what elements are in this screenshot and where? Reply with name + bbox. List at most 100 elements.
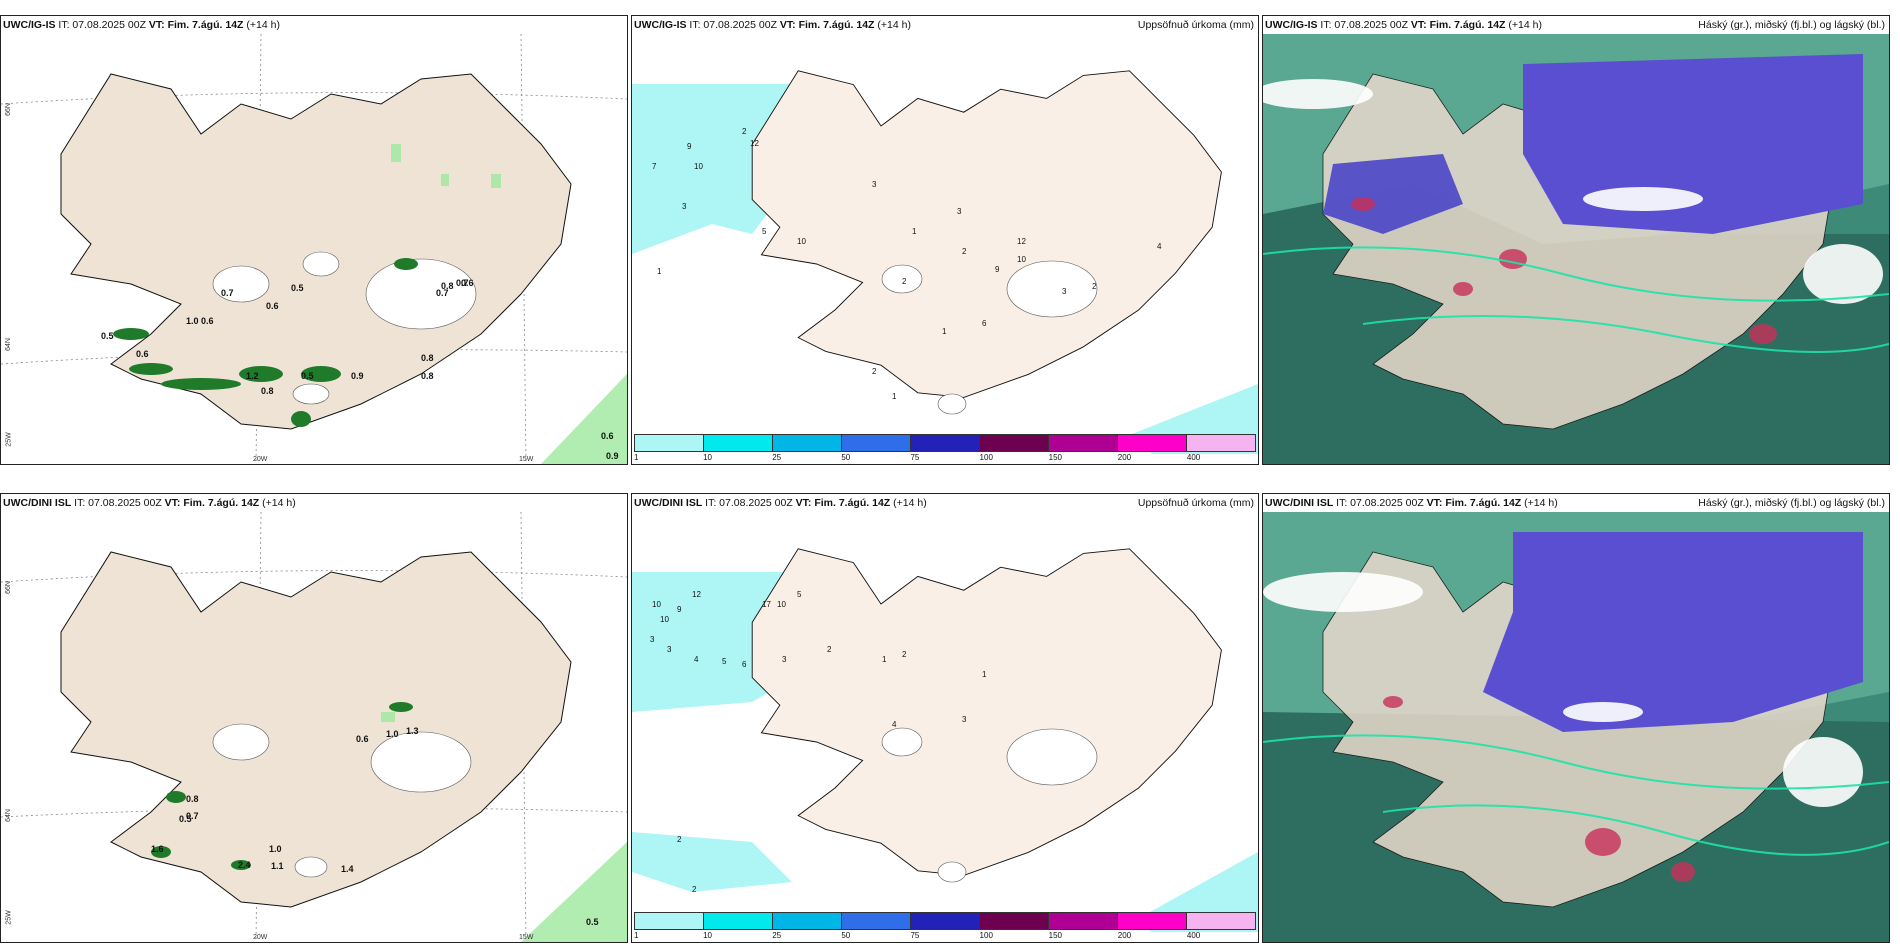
legend-swatch — [980, 435, 1049, 451]
wind-value-label: 0.9 — [606, 451, 619, 461]
wind-value-label: 1.2 — [246, 371, 259, 381]
panel-header: UWC/IG-IS IT: 07.08.2025 00Z VT: Fim. 7.… — [1265, 19, 1885, 33]
precip-value-label: 2 — [872, 367, 877, 376]
panel-ig-is-clouds: UWC/IG-IS IT: 07.08.2025 00Z VT: Fim. 7.… — [1262, 15, 1890, 465]
legend-tick-label: 1 — [634, 453, 639, 462]
legend-tick-label: 100 — [979, 931, 993, 940]
precip-value-label: 1 — [942, 327, 947, 336]
legend-tick-label: 50 — [841, 453, 851, 462]
panel-header: UWC/DINI ISL IT: 07.08.2025 00Z VT: Fim.… — [634, 497, 1254, 511]
wind-value-label: 0.8 — [441, 281, 454, 291]
legend-swatch — [704, 435, 773, 451]
legend-swatch — [773, 435, 842, 451]
precip-value-label: 9 — [995, 265, 1000, 274]
wind-value-label: 0.8 — [421, 353, 434, 363]
legend-swatch — [842, 913, 911, 929]
precip-value-label: 4 — [1157, 242, 1162, 251]
panel-dini-clouds: UWC/DINI ISL IT: 07.08.2025 00Z VT: Fim.… — [1262, 493, 1890, 943]
lon-20-label: 20W — [253, 934, 268, 941]
precip-value-label: 1 — [892, 392, 897, 401]
panel-title: Háský (gr.), miðský (fj.bl.) og lágský (… — [1698, 19, 1885, 31]
lat-64-label: 64N — [4, 338, 12, 351]
panel-title: Háský (gr.), miðský (fj.bl.) og lágský (… — [1698, 497, 1885, 509]
precip-value-label: 3 — [682, 202, 687, 211]
precip-value-label: 5 — [722, 657, 727, 666]
precip-value-label: 3 — [667, 645, 672, 654]
legend-tick-label: 25 — [772, 453, 782, 462]
legend-swatch — [1118, 435, 1187, 451]
precip-value-label: 3 — [782, 655, 787, 664]
precip-value-label: 3 — [650, 635, 655, 644]
precip-value-label: 3 — [957, 207, 962, 216]
wind-value-label: 0.6 — [201, 316, 214, 326]
model-source: UWC/DINI ISL — [634, 497, 703, 509]
lon-25-label: 25W — [5, 432, 13, 447]
precip-value-label: 10 — [1017, 255, 1026, 264]
precip-value-label: 9 — [677, 605, 682, 614]
precip-value-label: 2 — [902, 650, 907, 659]
wind-value-label: 1.0 — [386, 729, 399, 739]
wind-value-label: 0.8 — [186, 794, 199, 804]
init-time: IT: 07.08.2025 00Z — [1320, 19, 1408, 31]
legend-tick-label: 150 — [1048, 931, 1063, 940]
model-source: UWC/IG-IS — [1265, 19, 1318, 31]
wind-value-label: 0.6 — [461, 278, 474, 288]
panel-header: UWC/DINI ISL IT: 07.08.2025 00Z VT: Fim.… — [1265, 497, 1885, 511]
wind-value-label: 1.0 — [269, 844, 282, 854]
precip-value-label: 1 — [882, 655, 887, 664]
wind-value-label: 0.7 — [456, 278, 469, 288]
legend-tick-label: 10 — [703, 931, 713, 940]
lon-15-label: 15W — [519, 934, 534, 941]
lon-20-label: 20W — [253, 456, 268, 463]
init-time: IT: 07.08.2025 00Z — [705, 497, 793, 509]
model-source: UWC/IG-IS — [634, 19, 687, 31]
legend-swatch — [1118, 913, 1187, 929]
legend-swatch — [1049, 913, 1118, 929]
legend-tick-label: 25 — [772, 931, 782, 940]
panel-ig-is-wind: UWC/IG-IS IT: 07.08.2025 00Z VT: Fim. 7.… — [0, 15, 628, 465]
lat-64-label: 64N — [4, 809, 12, 822]
forecast-offset: (+14 h) — [893, 497, 927, 509]
panel-dini-wind: UWC/DINI ISL IT: 07.08.2025 00Z VT: Fim.… — [0, 493, 628, 943]
precip-value-label: 10 — [694, 162, 703, 171]
precip-value-label: 2 — [742, 127, 747, 136]
wind-value-label: 0.6 — [266, 301, 279, 311]
wind-value-label: 0.7 — [436, 288, 449, 298]
lon-25-label: 25W — [5, 910, 13, 925]
precip-value-label: 1 — [982, 670, 987, 679]
wind-value-label: 2.4 — [238, 860, 251, 870]
forecast-offset: (+14 h) — [1524, 497, 1558, 509]
precip-value-label: 1 — [657, 267, 662, 276]
valid-time: VT: Fim. 7.ágú. 14Z — [148, 19, 244, 31]
init-time: IT: 07.08.2025 00Z — [74, 497, 162, 509]
precip-value-label: 3 — [1062, 287, 1067, 296]
precip-value-label: 2 — [692, 885, 697, 894]
wind-value-label: 1.0 — [186, 316, 199, 326]
precip-value-label: 2 — [677, 835, 682, 844]
wind-value-label: 0.7 — [186, 811, 199, 821]
wind-value-label: 0.5 — [301, 371, 314, 381]
legend-swatch — [911, 435, 980, 451]
wind-map: 0.80.70.51.62.41.01.1 1.40.6 1.0 1.30.5 — [1, 512, 627, 942]
forecast-offset: (+14 h) — [246, 19, 280, 31]
forecast-offset: (+14 h) — [1508, 19, 1542, 31]
panel-ig-is-precip: UWC/IG-IS IT: 07.08.2025 00Z VT: Fim. 7.… — [631, 15, 1259, 465]
precip-value-label: 4 — [694, 655, 699, 664]
legend-tick-label: 400 — [1186, 453, 1201, 462]
forecast-offset: (+14 h) — [262, 497, 296, 509]
init-time: IT: 07.08.2025 00Z — [58, 19, 146, 31]
precip-value-label: 12 — [750, 139, 759, 148]
precip-value-label: 10 — [660, 615, 669, 624]
wind-value-label: 1.1 — [271, 861, 284, 871]
model-source: UWC/IG-IS — [3, 19, 56, 31]
wind-value-label: 0.5 — [291, 283, 304, 293]
panel-title: Uppsöfnuð úrkoma (mm) — [1137, 19, 1254, 31]
wind-value-label: 0.5 — [101, 331, 114, 341]
legend-swatch — [842, 435, 911, 451]
legend-swatch — [773, 913, 842, 929]
wind-value-label: 1.4 — [341, 864, 354, 874]
legend-tick-label: 200 — [1117, 453, 1132, 462]
precip-value-label: 2 — [962, 247, 967, 256]
